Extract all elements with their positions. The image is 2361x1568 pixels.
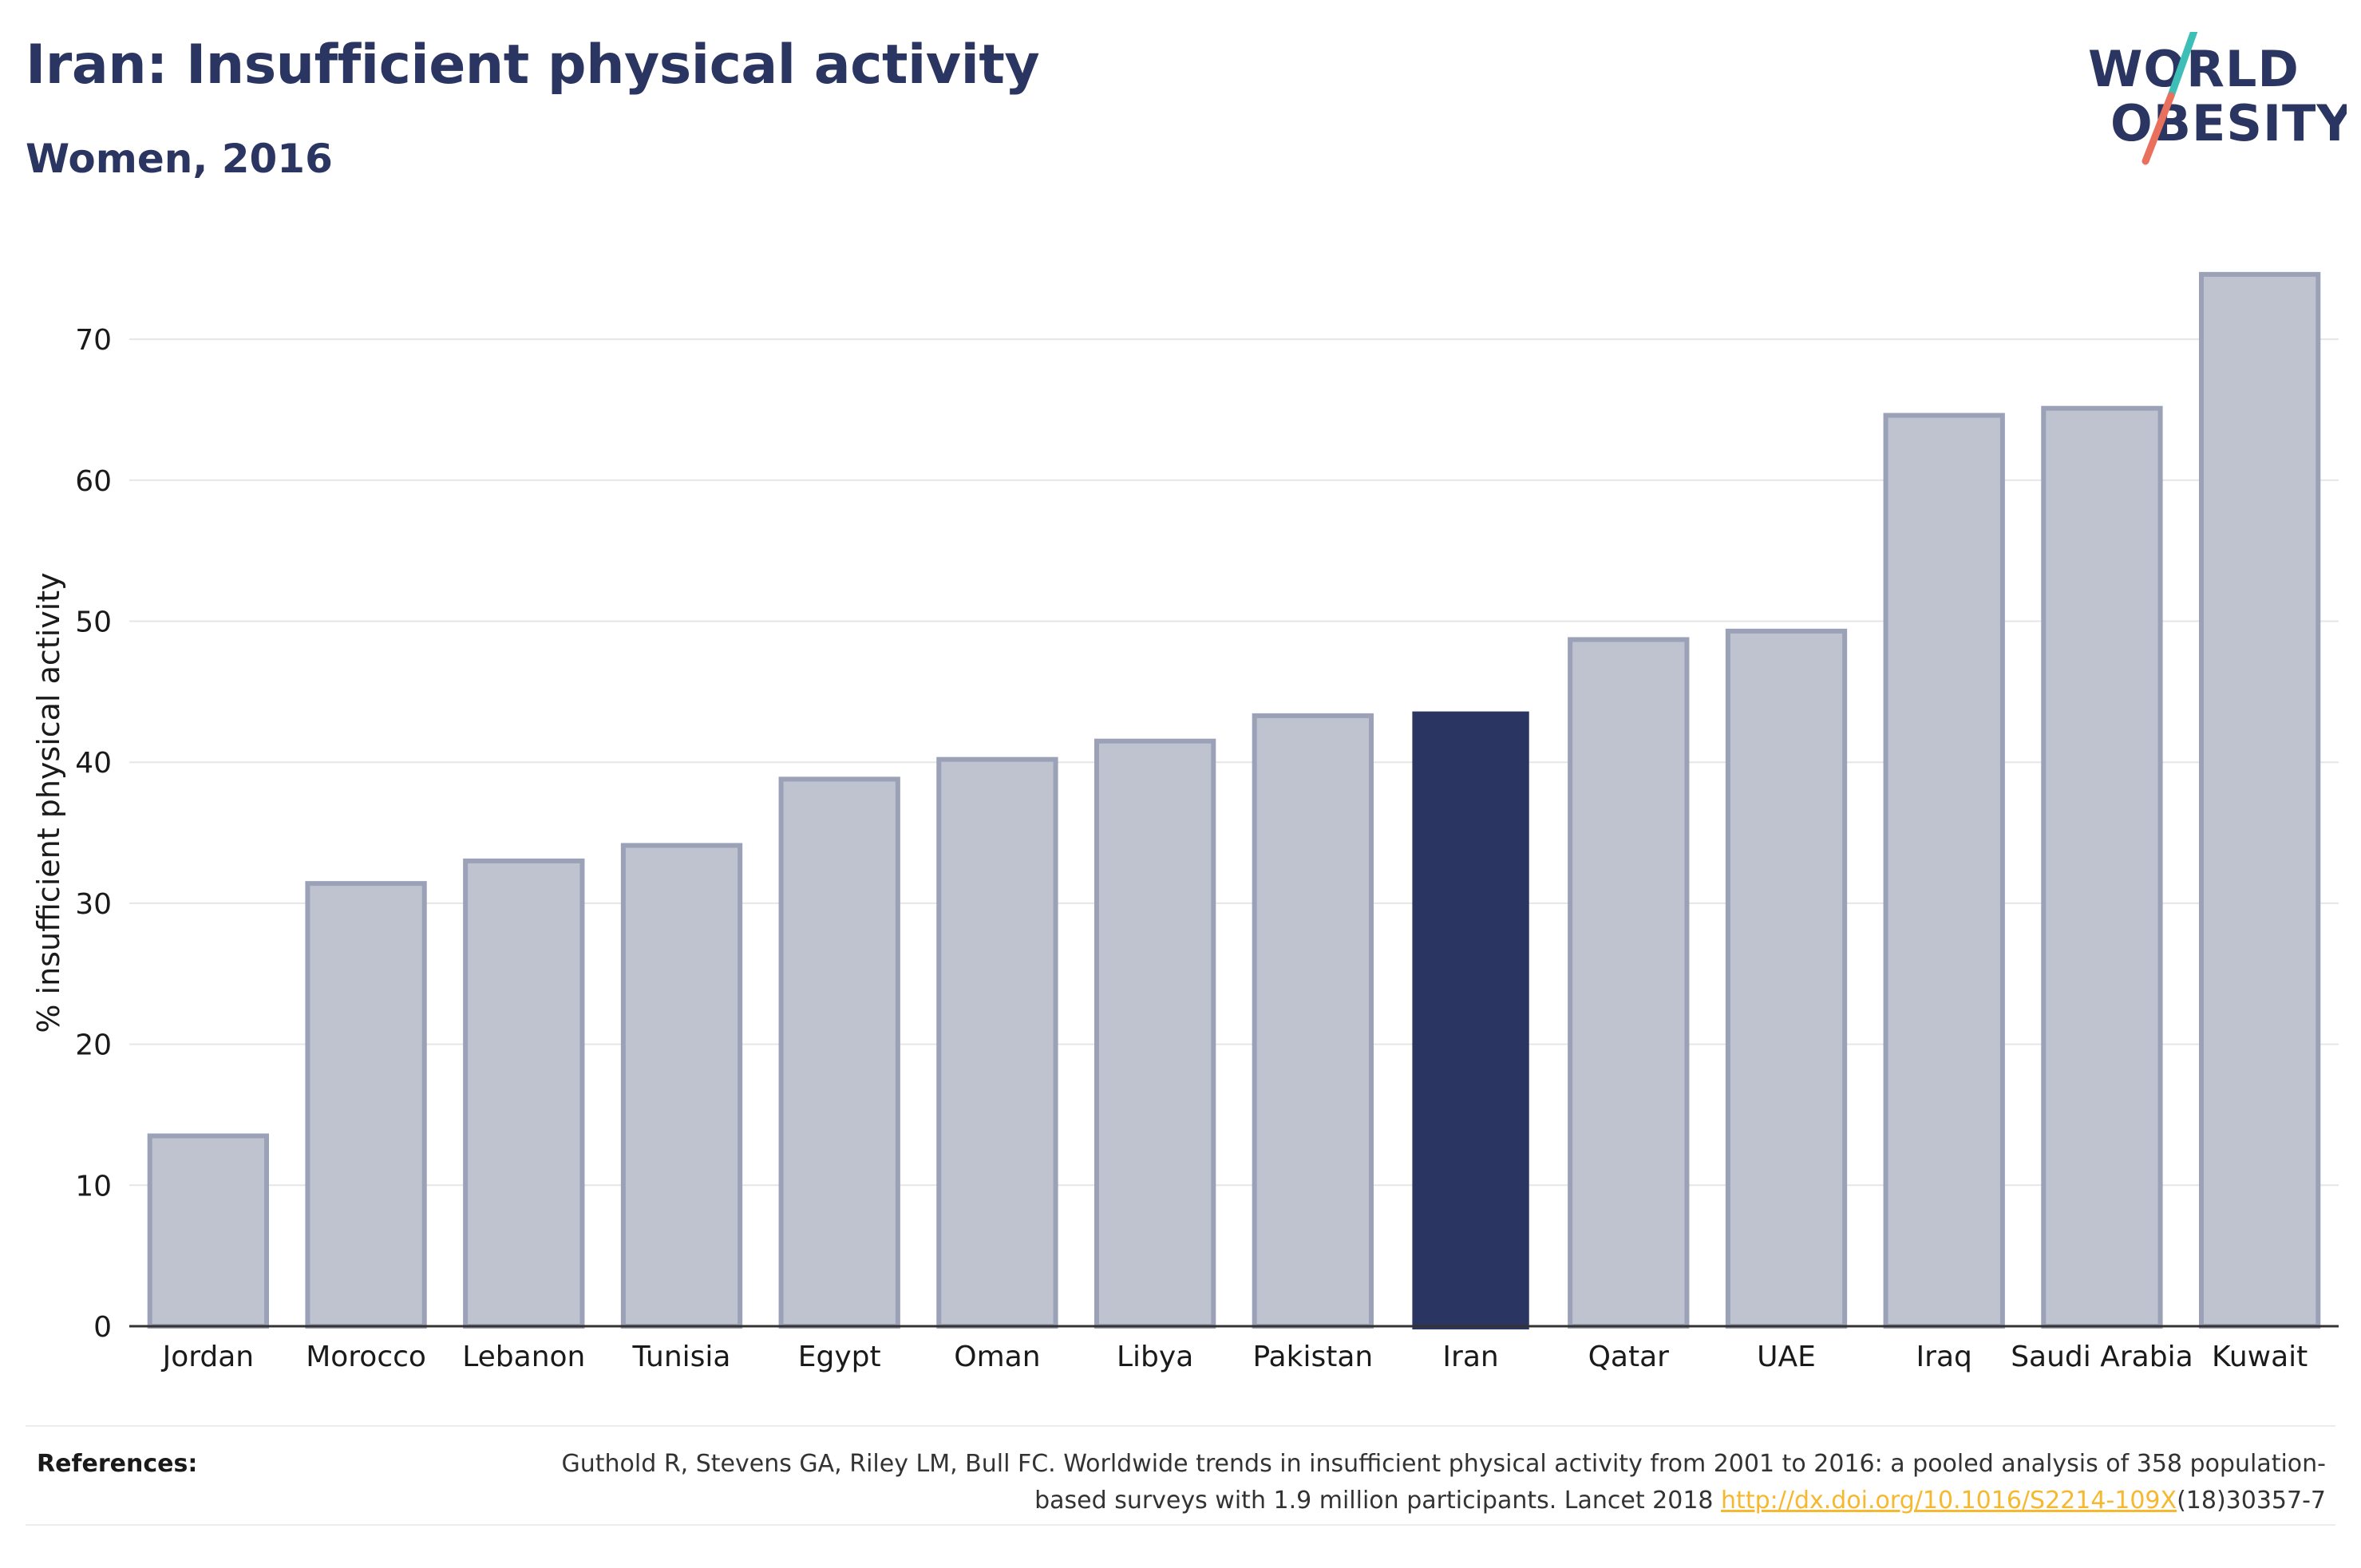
bar-iran (1412, 711, 1529, 1329)
references-bottom-divider (26, 1524, 2335, 1526)
x-tick-label-saudi-arabia: Saudi Arabia (2011, 1341, 2193, 1373)
y-tick-label-50: 50 (75, 606, 112, 639)
references-label: References: (37, 1450, 198, 1478)
bar-qatar (1568, 637, 1690, 1329)
logo-word-world: WORLD (2088, 40, 2300, 98)
x-tick-label-libya: Libya (1117, 1341, 1193, 1373)
bar-jordan (147, 1133, 270, 1329)
bar-iraq (1883, 413, 2005, 1329)
x-tick-label-iran: Iran (1442, 1341, 1498, 1373)
x-tick-label-egypt: Egypt (798, 1341, 881, 1373)
y-tick-label-70: 70 (75, 324, 112, 357)
x-tick-label-kuwait: Kuwait (2212, 1341, 2308, 1373)
logo-slash-teal (2167, 32, 2198, 100)
bar-saudi-arabia (2041, 405, 2163, 1329)
y-tick-label-40: 40 (75, 747, 112, 780)
y-tick-label-30: 30 (75, 888, 112, 921)
y-tick-label-20: 20 (75, 1029, 112, 1062)
x-tick-label-uae: UAE (1757, 1341, 1816, 1373)
chart-title: Iran: Insufficient physical activity (26, 34, 1040, 97)
bar-libya (1093, 738, 1216, 1329)
bar-tunisia (620, 843, 743, 1329)
references-top-divider (26, 1425, 2335, 1427)
references-doi-suffix: (18)30357-7 (2177, 1487, 2326, 1515)
y-tick-label-10: 10 (75, 1170, 112, 1203)
y-axis-label: % insufficient physical activity (31, 572, 66, 1033)
bar-uae (1725, 628, 1848, 1329)
bar-pakistan (1252, 713, 1374, 1329)
x-tick-label-lebanon: Lebanon (462, 1341, 585, 1373)
references-text: Guthold R, Stevens GA, Riley LM, Bull FC… (490, 1446, 2326, 1519)
x-tick-label-morocco: Morocco (306, 1341, 426, 1373)
x-tick-label-qatar: Qatar (1588, 1341, 1670, 1373)
bar-morocco (305, 881, 427, 1329)
references-doi-link[interactable]: http://dx.doi.org/10.1016/S2214-109X (1721, 1487, 2177, 1515)
x-tick-label-pakistan: Pakistan (1252, 1341, 1373, 1373)
references-citation: Guthold R, Stevens GA, Riley LM, Bull FC… (561, 1450, 2326, 1515)
x-tick-label-iraq: Iraq (1916, 1341, 1972, 1373)
logo-slash-coral (2142, 92, 2175, 165)
world-obesity-logo: WORLD OBESITY (2088, 32, 2347, 165)
y-tick-label-60: 60 (75, 465, 112, 498)
x-tick-label-oman: Oman (954, 1341, 1040, 1373)
x-tick-label-tunisia: Tunisia (632, 1341, 731, 1373)
bar-oman (936, 756, 1058, 1329)
bar-lebanon (463, 858, 585, 1329)
bar-kuwait (2198, 271, 2321, 1329)
chart-subtitle: Women, 2016 (26, 136, 333, 182)
y-tick-label-0: 0 (93, 1311, 112, 1344)
x-tick-label-jordan: Jordan (161, 1341, 255, 1373)
bar-egypt (778, 776, 900, 1329)
bar-chart: 0 10 20 30 40 50 60 70 % insufficient physical a… (31, 271, 2339, 1373)
